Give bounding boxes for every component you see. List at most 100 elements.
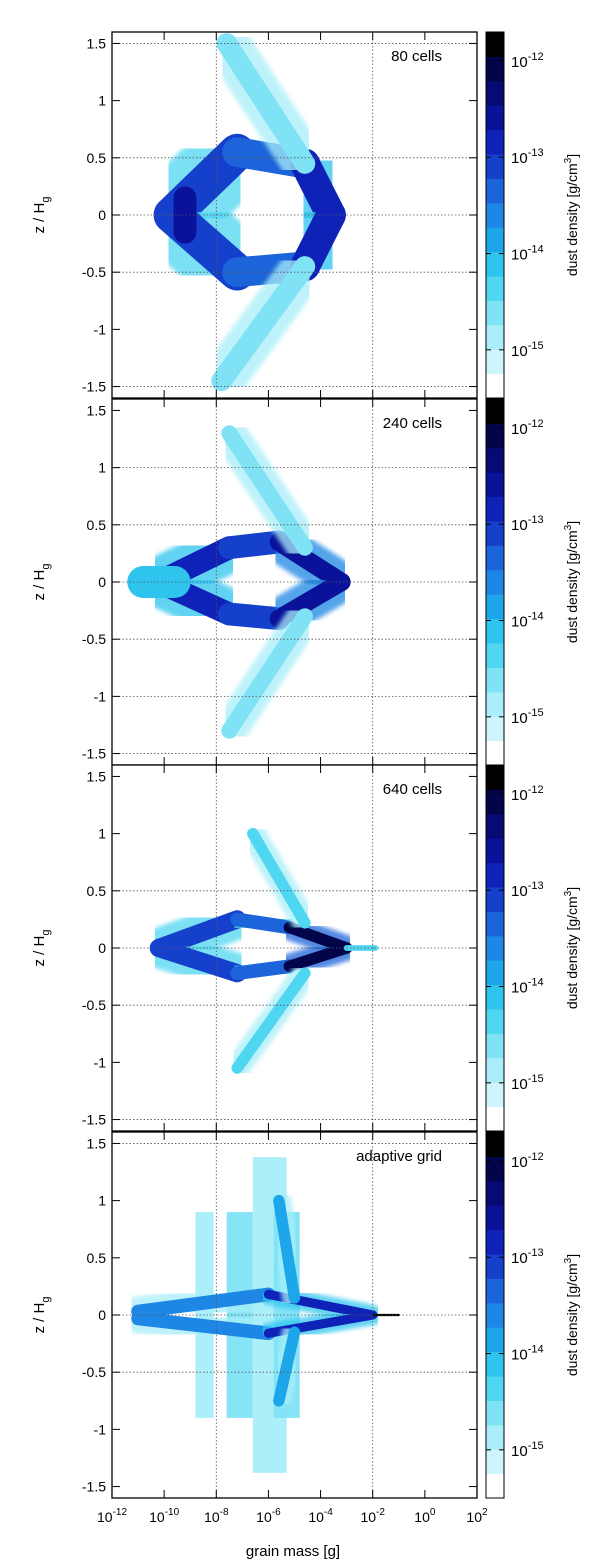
colorbar-segment <box>486 1449 504 1475</box>
colorbar-segment <box>486 1400 504 1426</box>
colorbar-segment <box>486 1351 504 1377</box>
colorbar-segment <box>486 1327 504 1353</box>
colorbar-segment <box>486 569 504 595</box>
density-map <box>138 821 382 1081</box>
y-tick-label: 1.5 <box>87 1135 107 1151</box>
colorbar-segment <box>486 1033 504 1059</box>
colorbar-segment <box>486 862 504 888</box>
colorbar-frame <box>485 1131 505 1499</box>
colorbar-segment <box>486 960 504 986</box>
x-tick-label: 102 <box>466 1507 488 1525</box>
colorbar-tick-label: 10-13 <box>511 880 544 900</box>
colorbar-segment <box>486 1473 504 1499</box>
x-tick-label: 10-6 <box>256 1507 281 1525</box>
colorbar-segment <box>486 887 504 912</box>
density-ridge <box>273 1194 301 1304</box>
y-tick-label: 1.5 <box>87 768 107 784</box>
colorbar: 10-12 10-13 10-14 10-15 dust density [g/cm3] <box>485 31 580 399</box>
y-tick-label: -1 <box>94 1421 107 1437</box>
colorbar: 10-12 10-13 10-14 10-15 dust density [g/cm3] <box>485 1131 580 1499</box>
colorbar-segment <box>486 300 504 326</box>
y-tick-label: 0.5 <box>87 1250 107 1266</box>
colorbar-tick-label: 10-12 <box>511 51 544 71</box>
colorbar-segment <box>486 447 504 473</box>
colorbar-segment <box>486 251 504 277</box>
y-tick-label: -1 <box>94 321 107 337</box>
colorbar-tick-label: 10-14 <box>511 611 544 631</box>
y-axis-label: z / Hg <box>31 930 52 967</box>
colorbar-label: dust density [g/cm3] <box>563 521 580 643</box>
x-tick-label: 10-2 <box>360 1507 385 1525</box>
colorbar-segment <box>486 521 504 546</box>
colorbar-segment <box>486 1376 504 1401</box>
colorbar-segment <box>486 1302 504 1328</box>
y-tick-label: 1.5 <box>87 402 107 418</box>
colorbar-segment <box>486 349 504 375</box>
colorbar-segment <box>486 105 504 131</box>
colorbar-segment <box>486 1132 504 1157</box>
colorbar-segment <box>486 691 504 717</box>
y-tick-label: -1 <box>94 1054 107 1070</box>
colorbar-frame <box>485 764 505 1132</box>
y-tick-label: -1.5 <box>82 746 106 762</box>
panel-4: -1.5 -1 -0.5 0 0.5 1 1.5 z / Hg adaptive grid 10-… <box>31 1131 580 1525</box>
y-tick-label: 0 <box>98 574 106 590</box>
y-tick-label: 0.5 <box>87 517 107 533</box>
colorbar-segment <box>486 1156 504 1182</box>
y-tick-label: -0.5 <box>82 631 106 647</box>
colorbar-segment <box>486 1106 504 1132</box>
colorbar-segment <box>486 740 504 766</box>
colorbar-segment <box>486 1082 504 1108</box>
colorbar-tick-label: 10-14 <box>511 1344 544 1364</box>
y-tick-label: -0.5 <box>82 1364 106 1380</box>
gridlines <box>112 765 477 1131</box>
panel-annotation: 80 cells <box>391 48 442 65</box>
colorbar-segment <box>486 716 504 742</box>
y-tick-label: -1 <box>94 688 107 704</box>
colorbar-segment <box>486 227 504 253</box>
colorbar-tick-label: 10-12 <box>511 418 544 438</box>
y-tick-label: 1 <box>98 93 106 109</box>
colorbar-segment <box>486 1278 504 1304</box>
y-tick-label: 0 <box>98 207 106 223</box>
colorbar: 10-12 10-13 10-14 10-15 dust density [g/cm3] <box>485 764 580 1132</box>
colorbar-segment <box>486 1180 504 1206</box>
colorbar-segment <box>486 911 504 937</box>
density-ridge <box>231 967 311 1074</box>
gridlines <box>112 1132 477 1498</box>
colorbar-segment <box>486 56 504 82</box>
panel-annotation: adaptive grid <box>356 1148 442 1165</box>
density-map <box>122 1157 402 1473</box>
density-map <box>131 20 364 404</box>
colorbar-tick-label: 10-14 <box>511 244 544 264</box>
colorbar-segment <box>486 545 504 571</box>
colorbar-tick-label: 10-13 <box>511 1247 544 1267</box>
colorbar-tick-label: 10-14 <box>511 977 544 997</box>
y-tick-label: -1.5 <box>82 1479 106 1495</box>
colorbar-segment <box>486 813 504 839</box>
y-axis-label: z / Hg <box>31 564 52 601</box>
density-ridge <box>247 827 311 929</box>
y-tick-label: -0.5 <box>82 264 106 280</box>
density-ridge <box>221 608 313 739</box>
x-tick-label: 10-12 <box>97 1507 127 1525</box>
colorbar-segment <box>486 765 504 790</box>
colorbar-segment <box>486 178 504 204</box>
density-ridge <box>216 33 316 174</box>
panel-annotation: 640 cells <box>383 781 442 798</box>
x-tick-label: 10-8 <box>204 1507 229 1525</box>
colorbar-segment <box>486 1057 504 1083</box>
colorbar-label: dust density [g/cm3] <box>563 887 580 1009</box>
colorbar-segment <box>486 984 504 1010</box>
colorbar-segment <box>486 618 504 644</box>
colorbar-segment <box>486 789 504 815</box>
colorbar-segment <box>486 32 504 57</box>
density-ridge <box>211 256 316 392</box>
x-tick-label: 10-4 <box>308 1507 333 1525</box>
colorbar-segment <box>486 935 504 961</box>
colorbar-tick-label: 10-15 <box>511 1073 544 1093</box>
colorbar-tick-label: 10-12 <box>511 1151 544 1171</box>
colorbar-label: dust density [g/cm3] <box>563 1254 580 1376</box>
